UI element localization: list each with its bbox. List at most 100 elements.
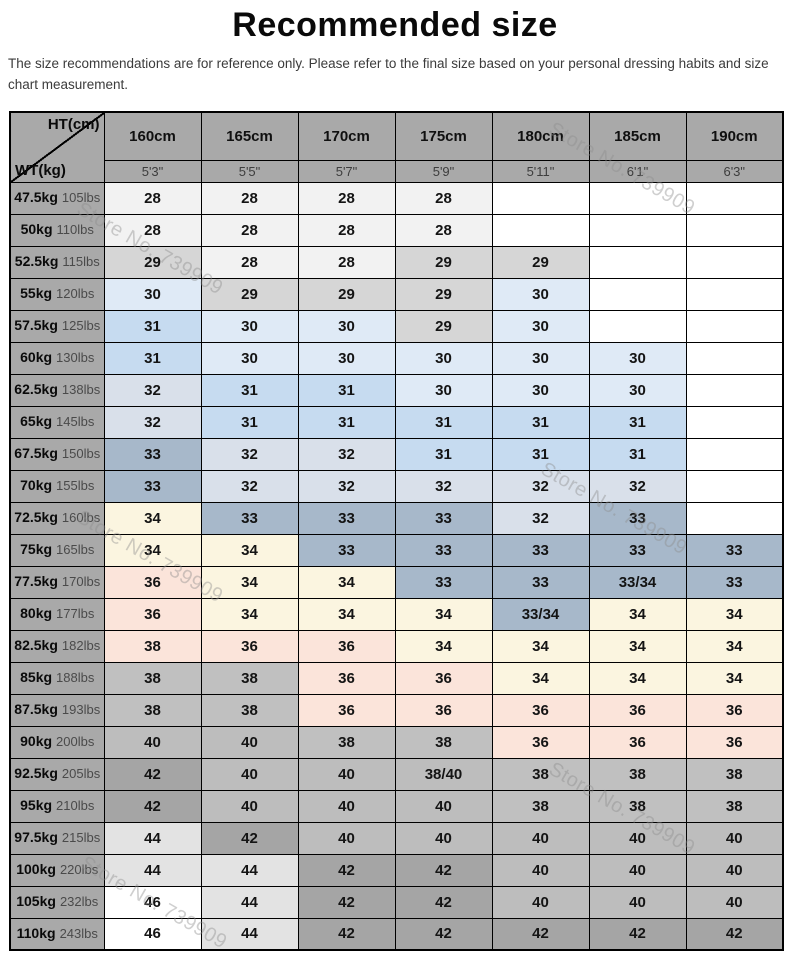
size-cell: 38 [103, 661, 202, 695]
weight-row-label: 110kg 243lbs [9, 917, 105, 951]
size-cell: 30 [297, 341, 396, 375]
empty-cell [685, 245, 784, 279]
table-row: 50kg 110lbs 28 28 28 28 [9, 213, 784, 247]
weight-row-label: 75kg 165lbs [9, 533, 105, 567]
table-row: 95kg 210lbs 42 40 40 40 38 38 38 [9, 789, 784, 823]
weight-row-label: 72.5kg 160lbs [9, 501, 105, 535]
corner-cell: HT(cm) WT(kg) [9, 111, 105, 183]
size-cell: 32 [491, 469, 590, 503]
height-ft-header: 5'11" [491, 159, 590, 183]
weight-kg-label: 70kg [20, 477, 53, 493]
weight-lbs-label: 182lbs [61, 638, 101, 653]
size-cell: 30 [297, 309, 396, 343]
size-cell: 30 [491, 341, 590, 375]
size-cell: 34 [297, 597, 396, 631]
empty-cell [491, 213, 590, 247]
size-cell: 33 [103, 437, 202, 471]
size-cell: 30 [588, 373, 687, 407]
table-row: 110kg 243lbs 46 44 42 42 42 42 42 [9, 917, 784, 951]
size-cell: 28 [394, 213, 493, 247]
size-cell: 40 [588, 885, 687, 919]
weight-kg-label: 100kg [16, 861, 56, 877]
size-cell: 28 [200, 213, 299, 247]
size-cell: 34 [200, 597, 299, 631]
size-cell: 34 [685, 661, 784, 695]
weight-row-label: 85kg 188lbs [9, 661, 105, 695]
size-cell: 36 [297, 693, 396, 727]
size-cell: 33/34 [588, 565, 687, 599]
size-cell: 40 [685, 821, 784, 855]
size-cell: 44 [103, 821, 202, 855]
table-row: 97.5kg 215lbs 44 42 40 40 40 40 40 [9, 821, 784, 855]
size-cell: 31 [394, 437, 493, 471]
weight-row-label: 97.5kg 215lbs [9, 821, 105, 855]
size-cell: 31 [491, 405, 590, 439]
size-cell: 32 [491, 501, 590, 535]
table-row: 55kg 120lbs 30 29 29 29 30 [9, 277, 784, 311]
size-cell: 44 [200, 917, 299, 951]
empty-cell [685, 181, 784, 215]
weight-row-label: 55kg 120lbs [9, 277, 105, 311]
table-row: 82.5kg 182lbs 38 36 36 34 34 34 34 [9, 629, 784, 663]
size-cell: 31 [491, 437, 590, 471]
weight-row-label: 105kg 232lbs [9, 885, 105, 919]
weight-lbs-label: 155lbs [56, 478, 95, 493]
size-cell: 31 [588, 405, 687, 439]
size-cell: 33 [394, 565, 493, 599]
weight-lbs-label: 170lbs [61, 574, 101, 589]
size-cell: 33 [685, 565, 784, 599]
size-cell: 42 [491, 917, 590, 951]
size-cell: 36 [297, 629, 396, 663]
size-cell: 32 [394, 469, 493, 503]
size-cell: 46 [103, 917, 202, 951]
size-cell: 36 [394, 661, 493, 695]
size-cell: 31 [200, 373, 299, 407]
size-cell: 32 [297, 437, 396, 471]
weight-row-label: 92.5kg 205lbs [9, 757, 105, 791]
weight-lbs-label: 150lbs [61, 446, 101, 461]
table-row: 92.5kg 205lbs 42 40 40 38/40 38 38 38 [9, 757, 784, 791]
size-cell: 38 [103, 693, 202, 727]
height-cm-header: 165cm [200, 111, 299, 161]
weight-row-label: 80kg 177lbs [9, 597, 105, 631]
size-cell: 29 [297, 277, 396, 311]
disclaimer-text: The size recommendations are for referen… [8, 56, 769, 92]
weight-kg-label: 95kg [20, 797, 53, 813]
size-cell: 34 [588, 597, 687, 631]
size-cell: 38/40 [394, 757, 493, 791]
size-cell: 33 [588, 501, 687, 535]
size-cell: 34 [685, 597, 784, 631]
weight-kg-label: 105kg [16, 893, 56, 909]
size-cell: 42 [685, 917, 784, 951]
size-cell: 36 [685, 693, 784, 727]
size-cell: 32 [103, 373, 202, 407]
table-row: 80kg 177lbs 36 34 34 34 33/34 34 34 [9, 597, 784, 631]
height-ft-header: 5'7" [297, 159, 396, 183]
size-cell: 38 [200, 693, 299, 727]
weight-row-label: 60kg 130lbs [9, 341, 105, 375]
weight-row-label: 82.5kg 182lbs [9, 629, 105, 663]
height-cm-header: 175cm [394, 111, 493, 161]
size-cell: 34 [394, 629, 493, 663]
weight-lbs-label: 115lbs [62, 254, 100, 269]
size-recommendation-table: HT(cm) WT(kg) 160cm 165cm 170cm 175cm 180cm 1… [9, 111, 784, 951]
size-cell: 29 [394, 277, 493, 311]
size-cell: 33 [297, 501, 396, 535]
weight-lbs-label: 200lbs [56, 734, 95, 749]
empty-cell [685, 501, 784, 535]
size-cell: 42 [103, 789, 202, 823]
size-cell: 28 [103, 181, 202, 215]
height-ft-header: 5'9" [394, 159, 493, 183]
weight-row-label: 47.5kg 105lbs [9, 181, 105, 215]
page-title: Recommended size [232, 6, 558, 44]
empty-cell [685, 309, 784, 343]
header-row-ft: 5'3" 5'5" 5'7" 5'9" 5'11" 6'1" 6'3" [10, 159, 784, 183]
size-cell: 36 [588, 693, 687, 727]
size-cell: 34 [588, 661, 687, 695]
size-cell: 40 [491, 853, 590, 887]
size-cell: 36 [394, 693, 493, 727]
empty-cell [588, 181, 687, 215]
size-cell: 40 [588, 821, 687, 855]
size-cell: 31 [394, 405, 493, 439]
weight-lbs-label: 232lbs [59, 894, 99, 909]
